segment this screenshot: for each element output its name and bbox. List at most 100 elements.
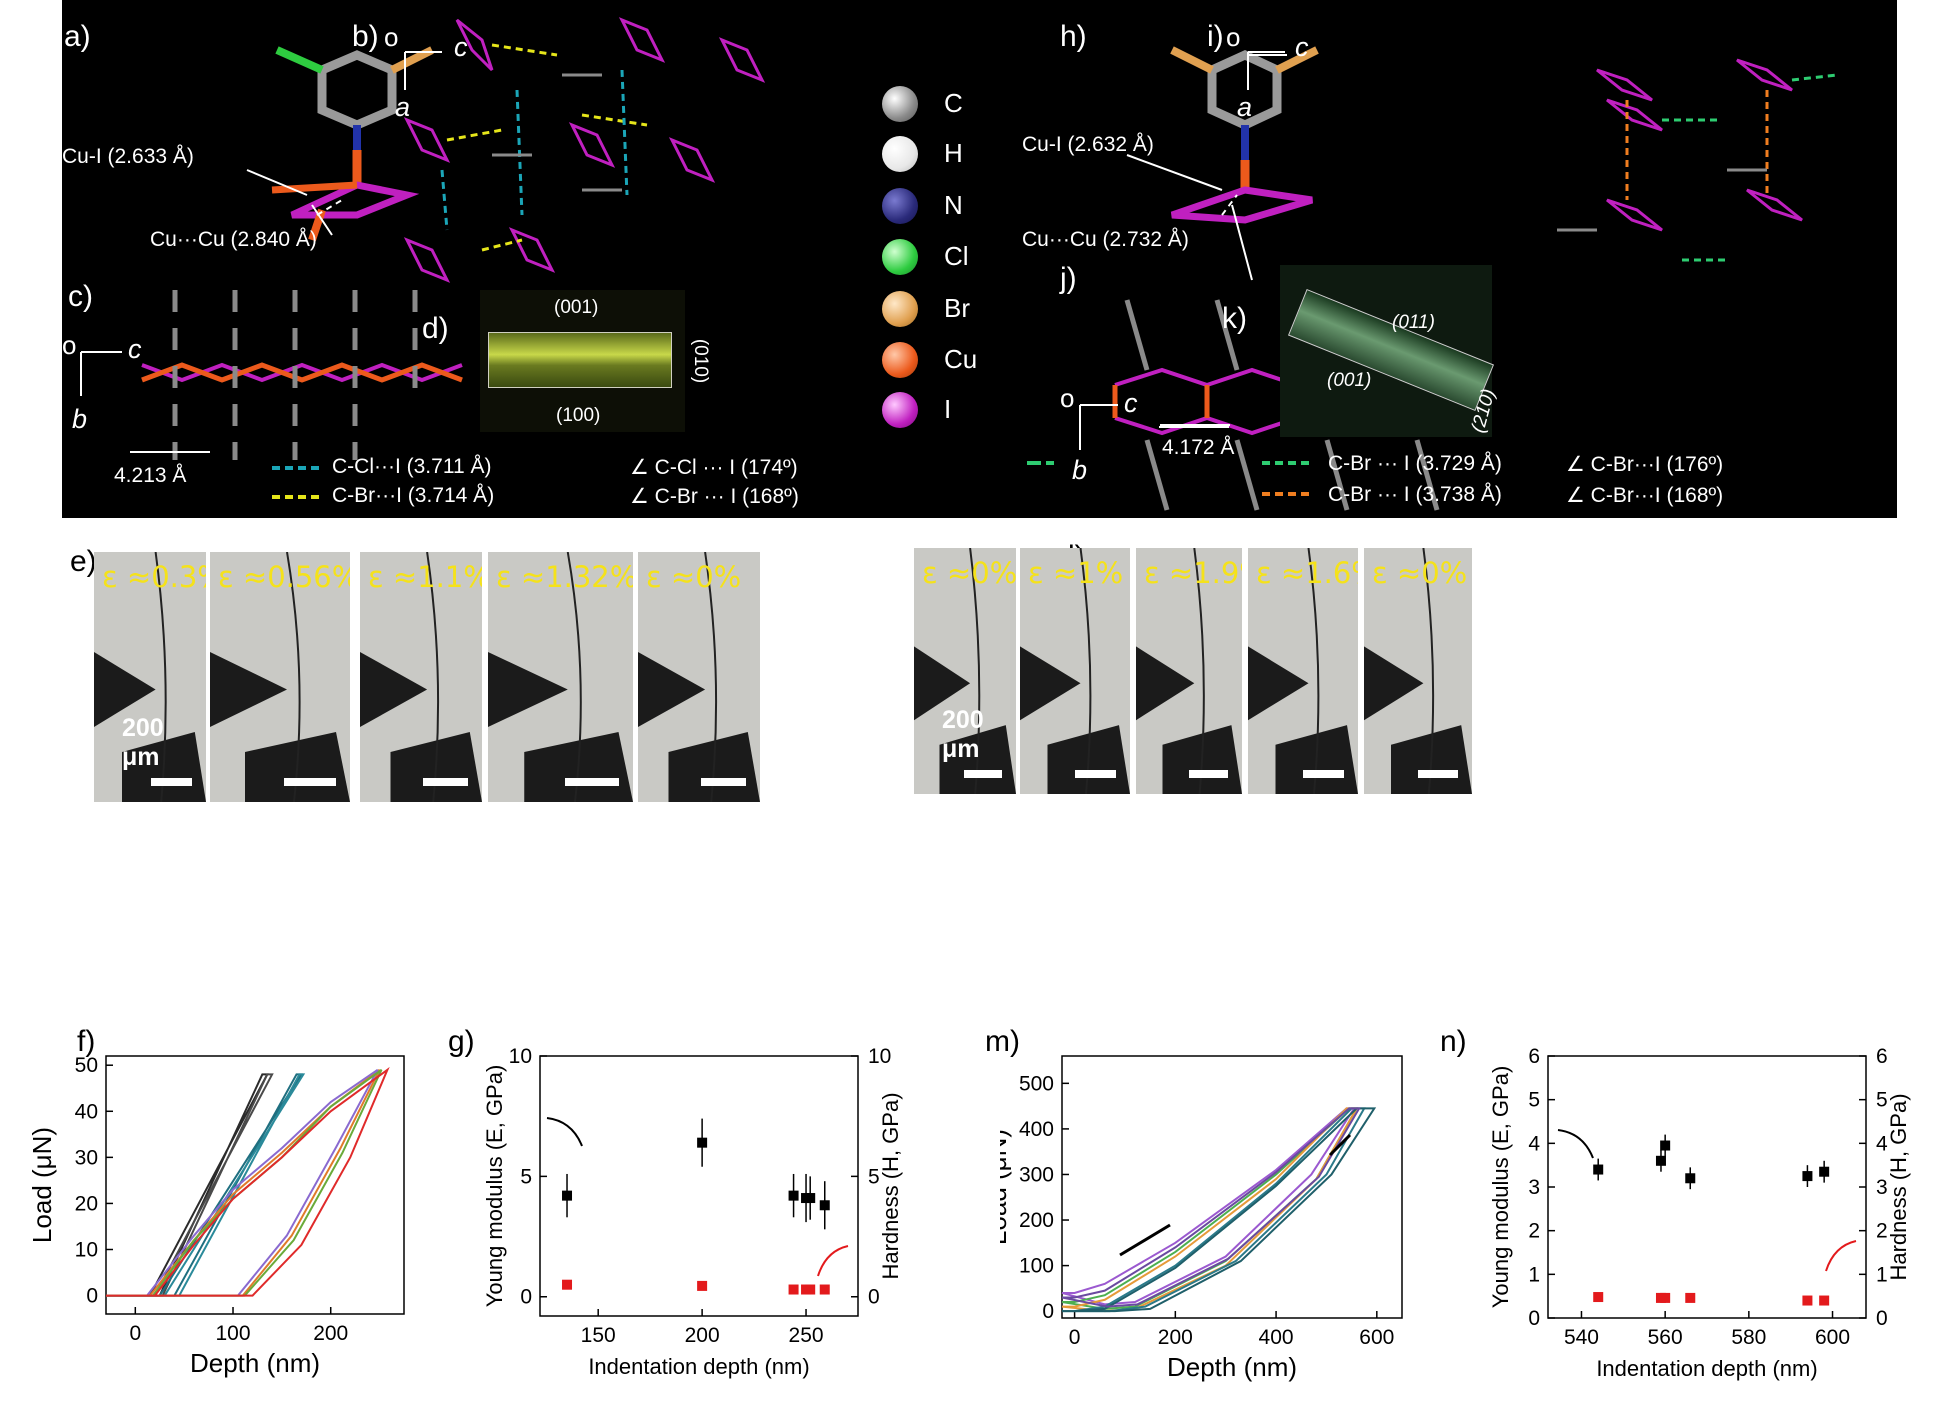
crystal-photo-k <box>1280 265 1495 437</box>
series-line <box>106 1069 381 1297</box>
bending-photo: ε ≈1.6% <box>1248 548 1358 794</box>
y-tick-label: 500 <box>1019 1072 1054 1095</box>
y-tick-label: 0 <box>1042 1300 1054 1323</box>
y-tick-label: 5 <box>520 1165 532 1188</box>
plot-frame <box>1061 1055 1403 1319</box>
scale-bar <box>700 778 746 786</box>
interaction-angle-br: ∠ C-Br ··· I (168º) <box>630 485 799 508</box>
x-tick-label: 200 <box>313 1322 348 1345</box>
y-tick-label: 1 <box>1528 1263 1540 1286</box>
panel-label-e: e) <box>70 545 97 578</box>
scale-label: 200 μm <box>942 706 984 763</box>
interaction-label-br1-page: C-Br ··· I (3.729 Å) <box>1328 452 1502 475</box>
x-tick-label: 0 <box>129 1322 141 1345</box>
network-b <box>403 17 766 283</box>
plot-frame <box>1547 1055 1867 1319</box>
atom-i-icon <box>882 392 918 428</box>
x-axis-label: Indentation depth (nm) <box>588 1354 809 1379</box>
strain-label: ε ≈1.1% <box>368 560 482 594</box>
face-side-d: (010) <box>690 338 712 384</box>
bending-photo: ε ≈0.56% <box>210 552 350 802</box>
y-tick-label: 0 <box>86 1285 98 1308</box>
strain-label: ε ≈1.6% <box>1256 556 1358 590</box>
series-line <box>106 1066 390 1297</box>
data-point-modulus <box>1685 1173 1696 1184</box>
bending-photo: ε ≈1.32% <box>488 552 633 802</box>
y-tick-label: 300 <box>1019 1163 1054 1186</box>
interaction-label-cl: C-Cl···I (3.711 Å) <box>332 455 492 478</box>
y2-tick-label: 6 <box>1876 1045 1888 1068</box>
y-tick-label: 5 <box>1528 1089 1540 1112</box>
y-tick-label: 100 <box>1019 1255 1054 1278</box>
network-i <box>1557 58 1838 262</box>
strain-label: ε ≈1% <box>1028 556 1124 590</box>
scale-bar <box>150 778 192 786</box>
y-tick-label: 10 <box>509 1045 532 1068</box>
x-tick-label: 580 <box>1731 1326 1766 1349</box>
x-tick-label: 600 <box>1815 1326 1850 1349</box>
cu-i-label-left: Cu-I (2.633 Å) <box>62 145 194 168</box>
y-tick-label: 400 <box>1019 1118 1054 1141</box>
series-line <box>1062 1107 1377 1313</box>
data-point-modulus <box>1802 1171 1813 1182</box>
scale-bar <box>964 770 1002 778</box>
series-line <box>106 1069 383 1297</box>
panel-label-k: k) <box>1222 302 1247 335</box>
x-tick-label: 100 <box>215 1322 250 1345</box>
data-point-hardness <box>1660 1292 1671 1303</box>
scale-bar <box>422 778 468 786</box>
structure-axes-right <box>1027 51 1285 465</box>
axis-origin-j-page: o <box>1060 383 1075 413</box>
y-tick-label: 40 <box>75 1100 98 1123</box>
cu-cu-label-right: Cu···Cu (2.732 Å) <box>1022 228 1189 251</box>
bending-photo: ε ≈1% <box>1020 548 1130 794</box>
arrow-hardness-icon <box>1825 1240 1857 1272</box>
panel-label-d: d) <box>422 312 449 345</box>
axis-origin-b: o <box>384 22 399 52</box>
data-point-modulus <box>697 1137 708 1148</box>
x-tick-label: 540 <box>1564 1326 1599 1349</box>
axis-down-c: b <box>72 404 88 434</box>
atom-c-icon <box>882 86 918 122</box>
interaction-label-br2-page: C-Br ··· I (3.738 Å) <box>1328 483 1502 506</box>
panel-label-m: m) <box>985 1025 1020 1058</box>
x-axis-label: Indentation depth (nm) <box>1596 1356 1817 1381</box>
axis-down-j-page: b <box>1072 455 1088 485</box>
scale-bar <box>1188 770 1228 778</box>
strain-label: ε ≈0% <box>1372 556 1468 590</box>
data-point-hardness <box>788 1284 799 1295</box>
strain-label: ε ≈1.32% <box>496 560 633 594</box>
y2-tick-label: 10 <box>868 1045 891 1068</box>
molecule-h <box>1126 46 1319 281</box>
data-point-hardness <box>1802 1295 1813 1306</box>
structure-panel-left: a) b) c) d) Cu-I (2.633 Å) Cu···Cu (2.84… <box>62 0 1027 518</box>
y2-axis-label: Hardness (H, GPa) <box>878 1092 903 1279</box>
y2-tick-label: 4 <box>1876 1132 1888 1155</box>
scale-bar <box>1303 770 1344 778</box>
spacing-label-left: 4.213 Å <box>114 464 187 487</box>
y-axis-label: Young modulus (E, GPa) <box>1488 1066 1513 1309</box>
interaction-angle-br2-page: ∠ C-Br···I (168º) <box>1566 484 1724 507</box>
axis-right-b: c <box>454 32 468 62</box>
series-line <box>1061 1107 1361 1308</box>
structure-drawing-left <box>80 17 766 499</box>
atom-h-icon <box>882 136 918 172</box>
atom-cl-icon <box>882 239 918 275</box>
x-tick-label: 200 <box>1158 1326 1193 1349</box>
data-point-modulus <box>1655 1155 1666 1166</box>
y-axis-label: Young modulus (E, GPa) <box>482 1065 507 1308</box>
y2-axis-label: Hardness (H, GPa) <box>1886 1093 1911 1280</box>
bending-photo: ε ≈0% 200 μm <box>914 548 1016 794</box>
x-tick-label: 150 <box>581 1324 616 1347</box>
data-point-modulus <box>788 1190 799 1201</box>
y-tick-label: 6 <box>1528 1045 1540 1068</box>
arrow-loading-icon <box>1119 1223 1171 1257</box>
scale-bar <box>1418 770 1458 778</box>
x-axis-label: Depth (nm) <box>190 1348 320 1378</box>
arrow-modulus-icon <box>1557 1129 1594 1159</box>
chart-g-modulus-hardness: 150 200 250 0 5 10 Indentation depth (nm) Young… <box>482 1045 903 1379</box>
panel-label-a: a) <box>64 20 91 53</box>
series-line <box>106 1073 304 1297</box>
axis-right-i: c <box>1295 32 1309 62</box>
y-tick-label: 0 <box>1528 1307 1540 1330</box>
